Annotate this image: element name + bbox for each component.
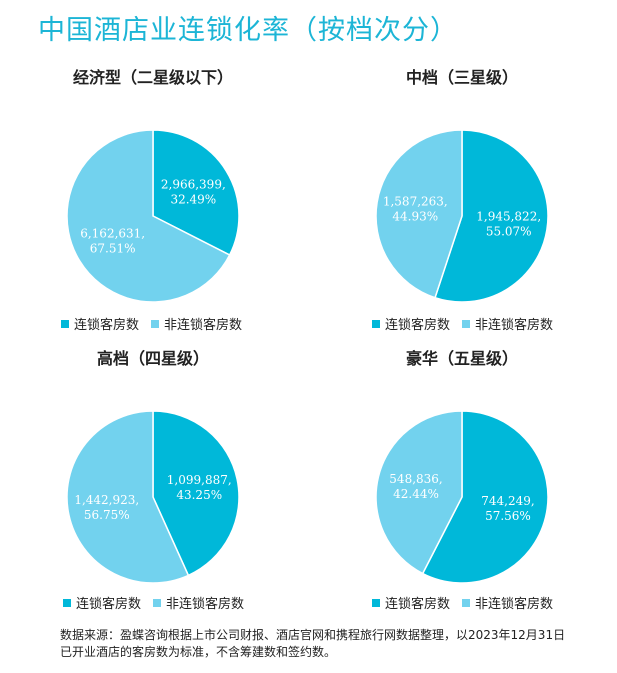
pie-slice-chain bbox=[421, 410, 549, 584]
legend-swatch-nonchain bbox=[462, 598, 471, 607]
legend-swatch-nonchain bbox=[151, 319, 160, 328]
legend-item-chain: 连锁客房数 bbox=[372, 593, 450, 612]
legend-swatch-nonchain bbox=[462, 319, 471, 328]
pie-panel-upscale: 高档（四星级） 1,099,887, 43.25% 1,442,923, 56.75%… bbox=[3, 345, 303, 635]
legend-swatch-chain bbox=[63, 598, 71, 607]
slice-label-nonchain: 1,442,923, 56.75% bbox=[74, 493, 139, 522]
legend-swatch-chain bbox=[372, 319, 380, 328]
pie-title: 经济型（二星级以下） bbox=[72, 68, 233, 87]
legend: 连锁客房数 非连锁客房数 bbox=[372, 314, 553, 333]
pie-title: 高档（四星级） bbox=[96, 349, 209, 368]
footnote: 数据来源：盈蝶咨询根据上市公司财报、酒店官网和携程旅行网数据整理，以2023年1… bbox=[60, 627, 600, 661]
slice-label-chain: 2,966,399, 32.49% bbox=[161, 177, 226, 206]
legend-label-chain: 连锁客房数 bbox=[76, 597, 142, 612]
pie-title: 中档（三星级） bbox=[405, 68, 518, 87]
legend-item-nonchain: 非连锁客房数 bbox=[153, 593, 244, 612]
pie-slice-chain bbox=[152, 129, 240, 257]
pie-slice-nonchain bbox=[66, 129, 231, 303]
slice-label-chain: 1,099,887, 43.25% bbox=[167, 473, 232, 502]
footnote-line: 数据来源：盈蝶咨询根据上市公司财报、酒店官网和携程旅行网数据整理，以2023年1… bbox=[60, 628, 566, 642]
legend-label-chain: 连锁客房数 bbox=[385, 318, 451, 333]
legend: 连锁客房数 非连锁客房数 bbox=[372, 593, 553, 612]
legend-item-chain: 连锁客房数 bbox=[61, 314, 139, 333]
pie-slice-chain bbox=[152, 410, 240, 577]
legend-label-chain: 连锁客房数 bbox=[74, 318, 140, 333]
slice-label-nonchain: 1,587,263, 44.93% bbox=[383, 194, 448, 223]
legend-item-chain: 连锁客房数 bbox=[372, 314, 450, 333]
slice-label-chain: 1,945,822, 55.07% bbox=[476, 210, 541, 239]
legend-swatch-chain bbox=[61, 319, 69, 328]
pie-chart-luxury: 744,249, 57.56% 548,836, 42.44% bbox=[375, 410, 549, 584]
pie-panel-luxury: 豪华（五星级） 744,249, 57.56% 548,836, 42.44% 连锁客… bbox=[312, 345, 612, 635]
pie-slice-chain bbox=[434, 129, 549, 303]
legend-swatch-chain bbox=[372, 598, 380, 607]
slice-label-nonchain: 548,836, 42.44% bbox=[389, 472, 442, 501]
legend: 连锁客房数 非连锁客房数 bbox=[61, 314, 242, 333]
pie-slice-nonchain bbox=[375, 410, 463, 575]
legend-label-nonchain: 非连锁客房数 bbox=[166, 597, 245, 612]
pie-chart-economy: 2,966,399, 32.49% 6,162,631, 67.51% bbox=[66, 129, 240, 303]
legend-label-nonchain: 非连锁客房数 bbox=[164, 318, 243, 333]
page-title: 中国酒店业连锁化率（按档次分） bbox=[38, 15, 458, 46]
legend-label-nonchain: 非连锁客房数 bbox=[475, 318, 554, 333]
pie-slice-nonchain bbox=[66, 410, 190, 584]
pie-panel-midscale: 中档（三星级） 1,945,822, 55.07% 1,587,263, 44.93%… bbox=[312, 64, 612, 354]
pie-slice-nonchain bbox=[375, 129, 463, 299]
slice-label-chain: 744,249, 57.56% bbox=[481, 494, 534, 523]
pie-chart-midscale: 1,945,822, 55.07% 1,587,263, 44.93% bbox=[375, 129, 549, 303]
legend-swatch-nonchain bbox=[153, 598, 162, 607]
pie-panel-economy: 经济型（二星级以下） 2,966,399, 32.49% 6,162,631, 67.… bbox=[3, 64, 303, 354]
pie-title: 豪华（五星级） bbox=[405, 349, 518, 368]
legend-item-nonchain: 非连锁客房数 bbox=[462, 593, 553, 612]
slice-label-nonchain: 6,162,631, 67.51% bbox=[80, 227, 145, 256]
legend-item-nonchain: 非连锁客房数 bbox=[462, 314, 553, 333]
pie-chart-upscale: 1,099,887, 43.25% 1,442,923, 56.75% bbox=[66, 410, 240, 584]
footnote-line: 已开业酒店的客房数为标准，不含筹建数和签约数。 bbox=[60, 645, 337, 659]
legend-label-nonchain: 非连锁客房数 bbox=[475, 597, 554, 612]
legend-item-chain: 连锁客房数 bbox=[63, 593, 141, 612]
legend-label-chain: 连锁客房数 bbox=[385, 597, 451, 612]
legend-item-nonchain: 非连锁客房数 bbox=[151, 314, 242, 333]
legend: 连锁客房数 非连锁客房数 bbox=[63, 593, 244, 612]
